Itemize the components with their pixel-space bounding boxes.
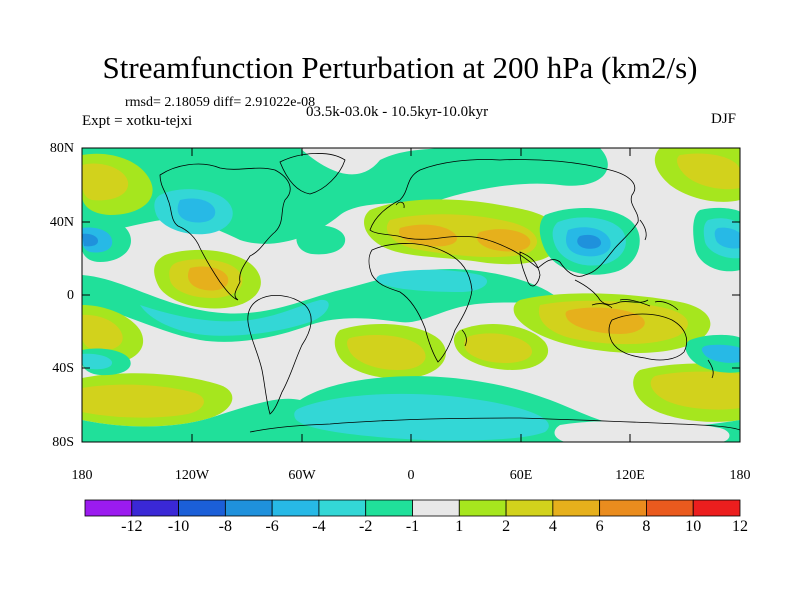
contour-region: [565, 307, 645, 334]
contour-region: [187, 266, 229, 291]
coastlines: [159, 153, 741, 433]
colorbar-label: 8: [642, 518, 651, 535]
colorbar-label: -12: [121, 518, 143, 535]
contour-region: [294, 393, 549, 441]
colorbar-label: -4: [312, 518, 326, 535]
colorbar-label: 4: [548, 518, 557, 535]
coastline-greenland: [279, 153, 346, 195]
colorbar-label: 1: [455, 518, 464, 535]
colorbar-box: [505, 499, 554, 517]
contour-region: [650, 371, 740, 410]
contour-region: [714, 227, 740, 249]
experiment-label: Expt = xotku-tejxi: [82, 113, 193, 129]
colorbar-box: [599, 499, 647, 517]
colorbar-label: -6: [265, 518, 279, 535]
colorbar-box: [692, 499, 741, 517]
coastline-australia: [608, 313, 688, 361]
contour-region: [82, 314, 123, 351]
colorbar-label: -1: [405, 518, 420, 535]
contour-region: [464, 333, 533, 363]
coastline-uk: [395, 201, 405, 209]
contour-region: [82, 384, 204, 418]
y-label-80N: 80N: [49, 141, 74, 156]
colorbar-box: [552, 499, 601, 517]
period-label: 03.5k-03.0k - 10.5kyr-10.0kyr: [306, 104, 489, 120]
contour-region: [296, 225, 346, 255]
colorbar-box: [224, 499, 273, 517]
colorbar-label: -8: [218, 518, 232, 535]
x-label-0: 0: [407, 468, 415, 483]
coastline-se-asia: [574, 279, 649, 305]
y-label-0: 0: [67, 288, 74, 303]
colorbar-label: 6: [595, 518, 604, 535]
contour-region: [244, 198, 283, 222]
colorbar: [84, 499, 741, 517]
colorbar-box: [646, 499, 694, 517]
colorbar-box: [458, 499, 507, 517]
y-label-40N: 40N: [49, 215, 74, 230]
coastline-africa: [368, 243, 473, 363]
x-label-180E: 180: [729, 468, 751, 483]
colorbar-box: [365, 499, 413, 517]
x-label-120W: 120W: [174, 468, 210, 483]
contour-region: [677, 153, 740, 190]
coastline-south-america: [247, 295, 312, 415]
coastline-antarctica: [249, 417, 741, 433]
colorbar-label: -2: [359, 518, 373, 535]
chart-title: Streamfunction Perturbation at 200 hPa (…: [102, 50, 698, 85]
colorbar-label: 2: [502, 518, 511, 535]
coastline-maritime: [591, 299, 679, 311]
x-label-60E: 60E: [509, 468, 533, 483]
contour-region: [577, 234, 602, 249]
x-label-180: 180: [71, 468, 93, 483]
contour-region: [140, 299, 329, 336]
colorbar-box: [84, 499, 133, 517]
coastline-madagascar: [461, 329, 467, 347]
coastline-japan: [639, 219, 647, 241]
contour-region: [399, 224, 458, 247]
contour-region: [701, 344, 740, 363]
coastline-india: [519, 251, 541, 287]
contour-region: [177, 198, 216, 223]
colorbar-box: [178, 499, 226, 517]
x-label-120E: 120E: [615, 468, 645, 483]
colorbar-label: 12: [732, 518, 748, 535]
contour-region: [82, 233, 98, 247]
contour-region: [82, 353, 113, 370]
colorbar-label: -10: [167, 518, 190, 535]
y-label-80S: 80S: [52, 435, 74, 450]
contour-region: [376, 269, 488, 292]
colorbar-box: [271, 499, 320, 517]
colorbar-label: 10: [685, 518, 702, 535]
colorbar-box: [318, 499, 367, 517]
coastline-new-zealand: [707, 359, 714, 379]
contour-region: [554, 420, 730, 442]
contour-region: [82, 163, 129, 201]
contour-region: [347, 335, 426, 370]
axis-ticks: [81, 147, 741, 443]
coastline-eurasia: [369, 159, 639, 277]
season-label: DJF: [711, 111, 737, 127]
contour-field: [82, 148, 740, 442]
contour-region: [476, 229, 531, 252]
colorbar-box: [412, 499, 460, 517]
colorbar-box: [131, 499, 179, 517]
rmsd-diff-label: rmsd= 2.18059 diff= 2.91022e-08: [125, 95, 316, 110]
y-label-40S: 40S: [52, 361, 74, 376]
x-label-60W: 60W: [288, 468, 316, 483]
coastline-north-america: [159, 163, 291, 301]
